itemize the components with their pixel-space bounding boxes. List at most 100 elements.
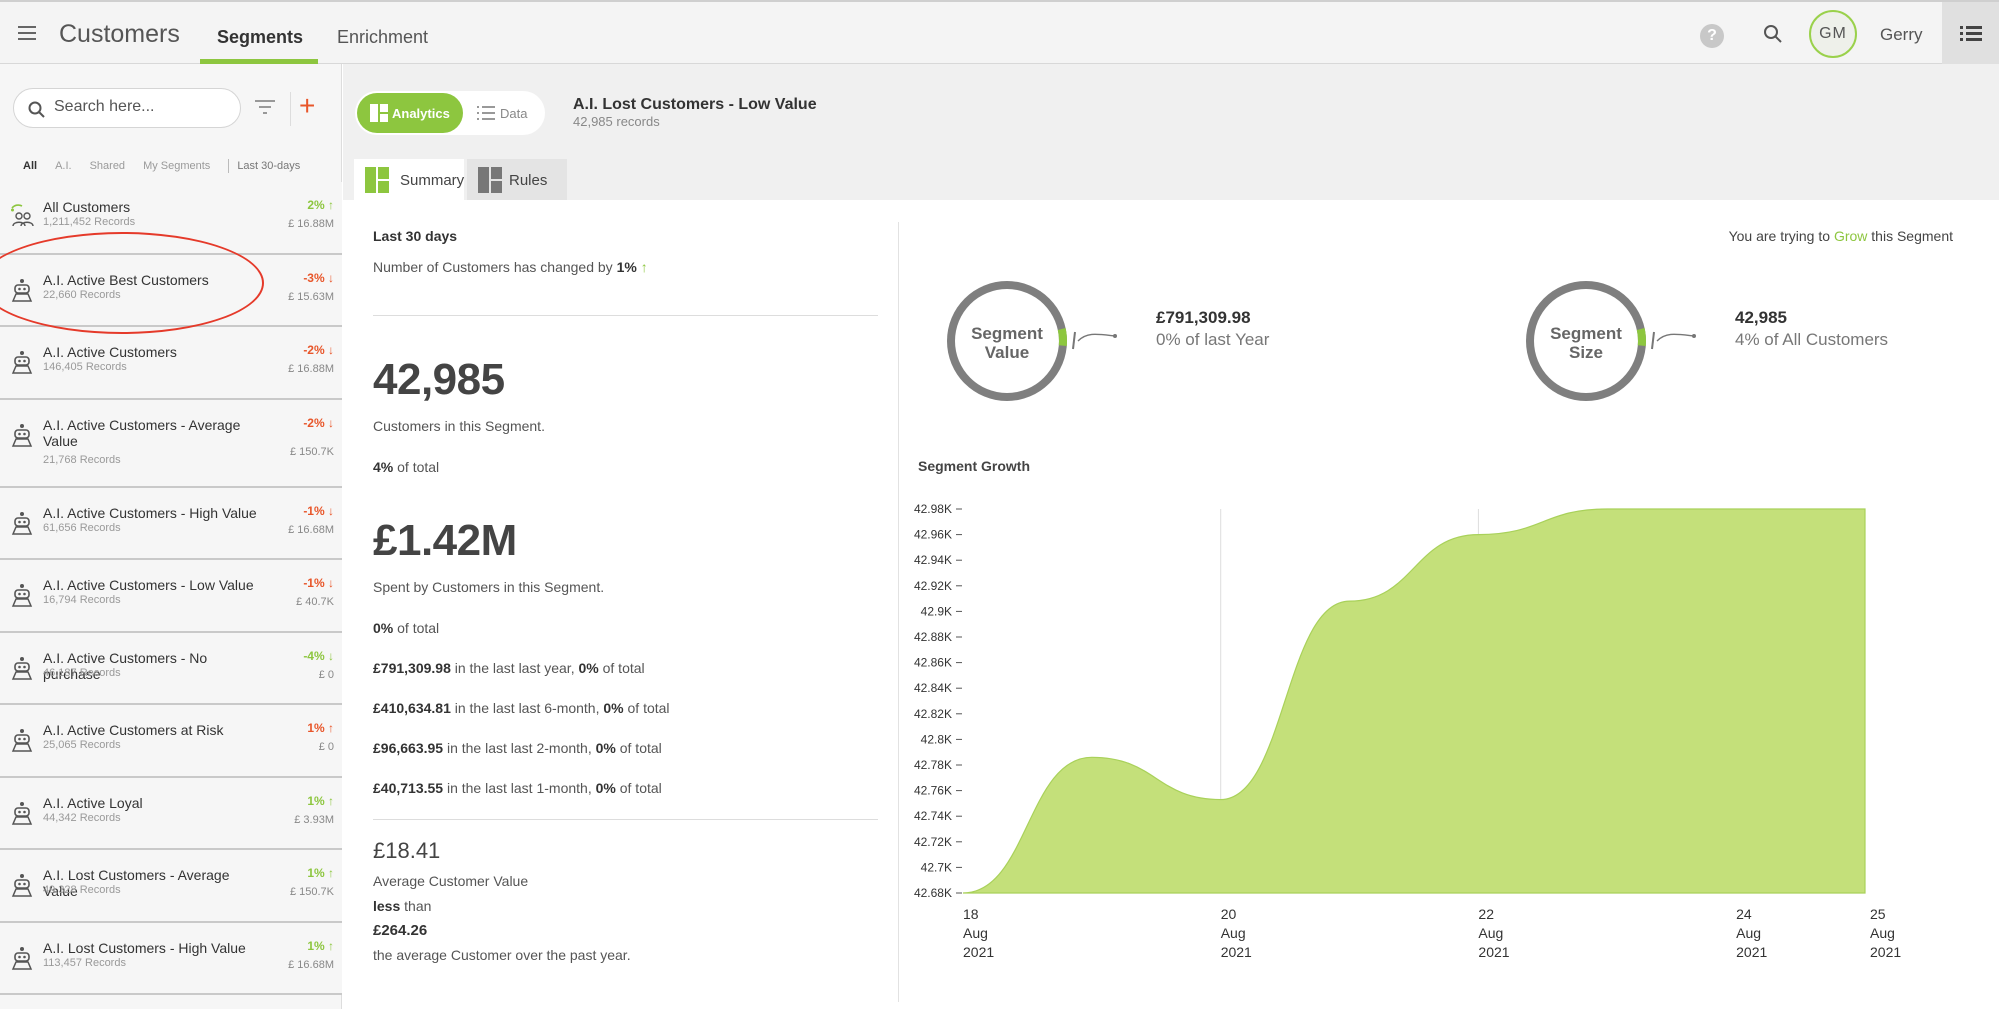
segment-records: 21,768 Records [43, 453, 121, 466]
period-spend-row: £40,713.55 in the last last 1-month, 0% … [373, 780, 662, 796]
robot-icon [11, 656, 33, 680]
rules-icon [478, 167, 502, 193]
segment-list-item[interactable]: A.I. Active Customers - No purchase 46,18… [0, 632, 342, 705]
x-tick-label: 2021 [1870, 944, 1901, 960]
spend-label: Spent by Customers in this Segment. [373, 579, 605, 595]
y-tick-label: 42.78K [914, 758, 952, 772]
x-tick-label: 2021 [1478, 944, 1509, 960]
chart-title: Segment Growth [918, 458, 1031, 474]
segment-header: Analytics Data A.I. Lost Customers - Low… [343, 64, 1999, 201]
robot-icon [11, 801, 33, 825]
period-tail: of total [619, 780, 662, 796]
search-input[interactable] [54, 98, 229, 116]
spend-share: 0% of total [373, 620, 439, 636]
goal-prefix: You are trying to [1728, 228, 1831, 244]
avg-customer-label: Average Customer Value [373, 873, 529, 889]
tab-enrichment[interactable]: Enrichment [337, 27, 429, 47]
list-icon [477, 106, 495, 120]
y-tick-label: 42.98K [914, 502, 952, 516]
goal-action[interactable]: Grow [1833, 228, 1868, 244]
filter-date[interactable]: Last 30-days [237, 159, 301, 172]
segment-value: £ 0 [318, 741, 334, 753]
period-pct: 0% [603, 700, 624, 716]
filter-my-segments[interactable]: My Segments [143, 159, 211, 172]
robot-icon [11, 423, 33, 447]
segment-list-item[interactable]: A.I. Active Loyal 44,342 Records 1% ↑ £ 3.9… [0, 777, 342, 850]
divider [373, 819, 878, 820]
segment-change: 1% ↑ [307, 866, 334, 880]
segment-change: -1% ↓ [303, 576, 334, 590]
segment-value: £ 40.7K [296, 596, 334, 608]
segment-records: 1,211,452 Records [43, 216, 136, 228]
x-tick-label: 18 [963, 906, 979, 922]
x-tick-label: Aug [1221, 925, 1246, 941]
y-tick-label: 42.92K [914, 579, 952, 593]
user-name[interactable]: Gerry [1880, 25, 1923, 44]
segment-name: A.I. Active Customers - High Value [43, 504, 257, 521]
arrow-down-icon: ↓ [328, 576, 334, 590]
avatar[interactable]: GM [1809, 10, 1857, 58]
segment-value-sub: 0% of last Year [1156, 330, 1270, 349]
tab-segments[interactable]: Segments [217, 27, 304, 47]
arrow-up-icon: ↑ [328, 793, 334, 808]
filter-shared[interactable]: Shared [89, 159, 126, 172]
filter-ai[interactable]: A.I. [55, 159, 72, 172]
segment-filter-tabs: All A.I. Shared My Segments Last 30-days [23, 159, 318, 173]
segment-list-item[interactable]: All Customers 1,211,452 Records 2% ↑ £ 16.8… [0, 182, 342, 255]
period-spend-row: £791,309.98 in the last last year, 0% of… [373, 660, 645, 676]
customers-label: Customers in this Segment. [373, 418, 545, 434]
segment-list-item[interactable]: A.I. Active Customers 146,405 Records -2% … [0, 327, 342, 400]
segment-name: All Customers [43, 199, 131, 215]
change-text: Number of Customers has changed by [373, 259, 613, 275]
tab-summary-label: Summary [400, 172, 465, 189]
segment-name: A.I. Active Customers [43, 344, 177, 360]
segment-list-item[interactable]: A.I. Active Customers - Average Value 21,… [0, 399, 342, 488]
x-tick-label: 24 [1736, 906, 1752, 922]
sidebar: + All A.I. Shared My Segments Last 30-days A… [0, 64, 342, 1009]
segment-list-item[interactable]: A.I. Active Customers at Risk 25,065 Reco… [0, 705, 342, 778]
segment-list-item[interactable]: A.I. Lost Customers - Average Value 49,32… [0, 850, 342, 923]
segment-value: £ 150.7K [289, 445, 334, 458]
search-box[interactable] [13, 88, 241, 128]
x-tick-label: 22 [1478, 906, 1494, 922]
data-toggle-button[interactable]: Data [465, 93, 543, 133]
segment-name: A.I. Active Customers - Average Value [43, 416, 241, 449]
analytics-label: Analytics [392, 106, 450, 121]
change-summary: Number of Customers has changed by 1% ↑ [373, 259, 648, 275]
view-toggle: Analytics Data [355, 91, 545, 135]
tab-summary[interactable]: Summary [354, 159, 464, 201]
filter-all[interactable]: All [23, 159, 38, 172]
segment-list-item[interactable]: A.I. Active Customers - High Value 61,656… [0, 487, 342, 560]
period-text: in the last last 2-month, [446, 740, 592, 756]
analytics-toggle-button[interactable]: Analytics [357, 93, 463, 133]
arrow-up-icon: ↑ [328, 866, 334, 880]
x-tick-label: 20 [1221, 906, 1237, 922]
avg-customer-value: £18.41 [373, 838, 441, 863]
list-view-button[interactable] [1942, 2, 1999, 65]
data-label: Data [500, 106, 528, 121]
period-amount: £410,634.81 [373, 700, 451, 716]
segment-list-item[interactable]: A.I. Lost Customers - High Value 113,457 … [0, 922, 342, 995]
segment-list-item[interactable]: A.I. Active Best Customers 22,660 Records… [0, 254, 342, 327]
filter-icon[interactable] [255, 100, 275, 119]
period-pct: 0% [578, 660, 599, 676]
period-tail: of total [627, 700, 670, 716]
divider [373, 315, 878, 316]
y-tick-label: 42.74K [914, 809, 952, 823]
x-tick-label: 2021 [1221, 944, 1252, 960]
segment-name: A.I. Active Best Customers [43, 271, 209, 288]
segment-list-item[interactable]: A.I. Active Customers - Low Value 16,794 … [0, 560, 342, 633]
period-tail: of total [619, 740, 662, 756]
tab-rules[interactable]: Rules [467, 159, 567, 201]
segment-value: £ 16.88M [288, 218, 334, 230]
x-tick-label: 2021 [963, 944, 994, 960]
help-icon[interactable]: ? [1700, 24, 1724, 48]
segment-change: 1% ↑ [307, 721, 334, 735]
add-segment-icon[interactable]: + [299, 90, 316, 121]
menu-icon[interactable] [18, 26, 36, 40]
segment-change: -4% ↓ [303, 648, 334, 663]
search-icon[interactable] [1763, 24, 1783, 49]
segment-value-label: Segment Value [971, 324, 1043, 362]
x-tick-label: Aug [1478, 925, 1503, 941]
customers-share: 4% of total [373, 459, 439, 475]
